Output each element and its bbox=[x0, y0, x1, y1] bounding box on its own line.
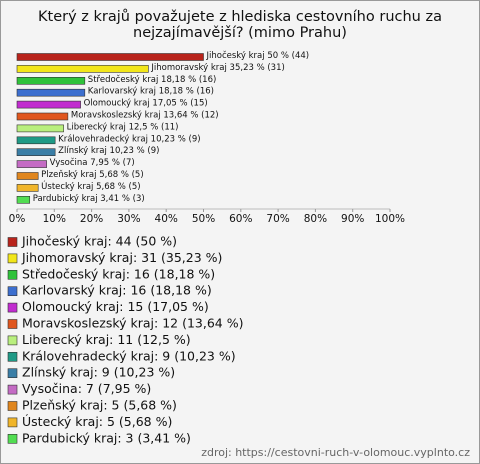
bar bbox=[16, 53, 204, 61]
x-tick-label: 60% bbox=[229, 213, 252, 225]
legend-label: Zlínský kraj: 9 (10,23 %) bbox=[22, 365, 175, 380]
data-label: Jihočeský kraj 50 % (44) bbox=[206, 50, 310, 61]
bar bbox=[16, 184, 39, 192]
source: zdroj: https://cestovni-ruch-v-olomouc.v… bbox=[201, 446, 470, 459]
legend-label: Plzeňský kraj: 5 (5,68 %) bbox=[22, 398, 177, 413]
legend-swatch bbox=[7, 302, 18, 313]
legend-label: Jihočeský kraj: 44 (50 %) bbox=[21, 234, 177, 249]
legend-label: Liberecký kraj: 11 (12,5 %) bbox=[22, 332, 191, 347]
bar bbox=[16, 124, 64, 133]
legend-label: Pardubický kraj: 3 (3,41 %) bbox=[22, 430, 191, 445]
x-tick-label: 80% bbox=[304, 213, 327, 225]
data-label: Pardubický kraj 3,41 % (3) bbox=[33, 194, 145, 204]
legend-swatch bbox=[7, 368, 18, 379]
bar bbox=[16, 196, 31, 204]
data-label: Královehradecký kraj 10,23 % (9) bbox=[58, 134, 200, 144]
legend-swatch bbox=[7, 401, 18, 411]
bar bbox=[16, 77, 86, 85]
legend-label: Královehradecký kraj: 9 (10,23 %) bbox=[22, 348, 236, 363]
data-label: Plzeňský kraj 5,68 % (5) bbox=[41, 169, 143, 180]
data-label: Středočeský kraj 18,18 % (16) bbox=[88, 74, 217, 85]
bar bbox=[16, 88, 86, 97]
data-label: Ústecký kraj 5,68 % (5) bbox=[41, 180, 140, 192]
bar bbox=[16, 112, 69, 121]
bar bbox=[16, 172, 39, 180]
bar bbox=[16, 100, 81, 109]
legend-swatch bbox=[7, 269, 18, 280]
data-label: Zlínský kraj 10,23 % (9) bbox=[58, 146, 159, 156]
legend-label: Vysočina: 7 (7,95 %) bbox=[22, 381, 151, 396]
legend-swatch bbox=[7, 253, 18, 264]
x-tick-label: 100% bbox=[375, 213, 405, 225]
x-tick-label: 70% bbox=[266, 213, 289, 225]
x-tick-label: 30% bbox=[117, 213, 140, 225]
x-tick-label: 20% bbox=[80, 213, 103, 225]
legend-swatch bbox=[7, 237, 18, 247]
legend-swatch bbox=[7, 433, 18, 444]
legend-swatch bbox=[7, 319, 18, 329]
x-tick-label: 10% bbox=[43, 213, 66, 225]
data-label: Liberecký kraj 12,5 % (11) bbox=[67, 122, 179, 132]
x-tick-label: 50% bbox=[192, 213, 215, 225]
data-label: Jihomoravský kraj 35,23 % (31) bbox=[150, 63, 284, 73]
legend-label: Olomoucký kraj: 15 (17,05 %) bbox=[22, 299, 209, 314]
legend-swatch bbox=[7, 417, 18, 428]
legend-label: Ústecký kraj: 5 (5,68 %) bbox=[22, 414, 172, 429]
legend-label: Středočeský kraj: 16 (18,18 %) bbox=[22, 266, 215, 281]
legend-swatch bbox=[7, 335, 18, 346]
data-label: Olomoucký kraj 17,05 % (15) bbox=[84, 99, 208, 109]
legend-label: Jihomoravský kraj: 31 (35,23 %) bbox=[21, 250, 222, 265]
data-label: Vysočina 7,95 % (7) bbox=[50, 157, 135, 168]
x-tick-label: 40% bbox=[155, 213, 178, 225]
bar bbox=[16, 65, 149, 73]
x-tick-label: 0% bbox=[9, 213, 26, 225]
legend-label: Moravskoslezský kraj: 12 (13,64 %) bbox=[22, 316, 243, 331]
chart-title: Který z krajů považujete z hlediska cest… bbox=[38, 9, 442, 41]
data-label: Moravskoslezský kraj 13,64 % (12) bbox=[71, 111, 219, 121]
bar bbox=[16, 136, 56, 145]
bar bbox=[16, 148, 56, 156]
bar bbox=[16, 160, 47, 168]
legend-swatch bbox=[7, 286, 18, 297]
data-label: Karlovarský kraj 18,18 % (16) bbox=[88, 87, 214, 97]
legend-label: Karlovarský kraj: 16 (18,18 %) bbox=[22, 283, 212, 298]
x-tick-label: 90% bbox=[341, 213, 364, 225]
legend-swatch bbox=[7, 351, 18, 362]
legend-swatch bbox=[7, 384, 18, 395]
